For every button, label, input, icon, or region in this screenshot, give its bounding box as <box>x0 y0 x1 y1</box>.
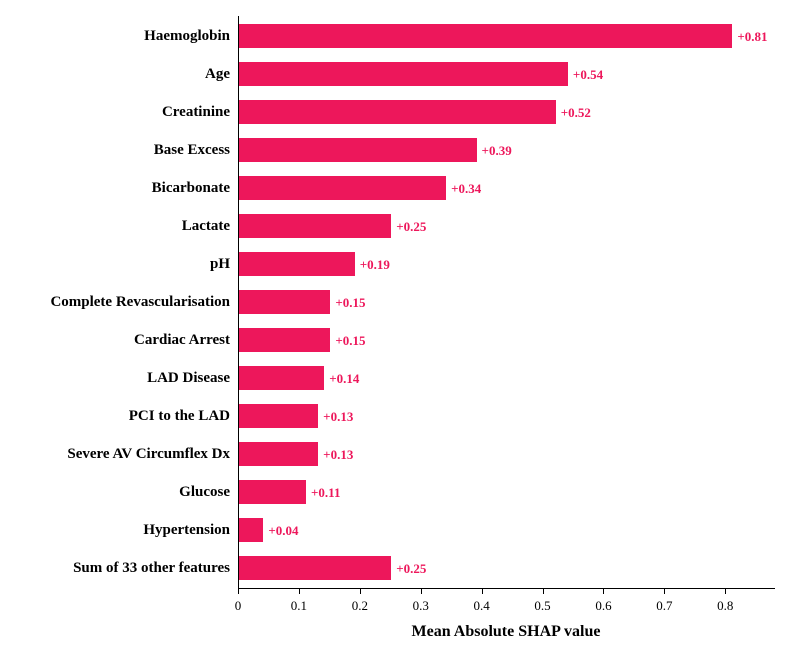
bar <box>239 62 568 86</box>
bar-value-label: +0.15 <box>335 295 365 311</box>
x-tick-label: 0 <box>235 598 242 614</box>
x-tick-label: 0.7 <box>656 598 672 614</box>
bar <box>239 328 330 352</box>
bar-value-label: +0.39 <box>482 143 512 159</box>
x-axis-title: Mean Absolute SHAP value <box>412 623 601 641</box>
bar-label: Complete Revascularisation <box>50 294 230 311</box>
bar-label: LAD Disease <box>147 370 230 387</box>
bar <box>239 24 732 48</box>
bar-value-label: +0.54 <box>573 67 603 83</box>
x-tick-label: 0.1 <box>291 598 307 614</box>
bar-label: Creatinine <box>162 104 230 121</box>
x-tick <box>543 588 544 594</box>
bar <box>239 138 477 162</box>
bar <box>239 404 318 428</box>
x-tick-label: 0.5 <box>534 598 550 614</box>
x-tick <box>725 588 726 594</box>
bar-value-label: +0.13 <box>323 409 353 425</box>
bar-value-label: +0.25 <box>396 561 426 577</box>
bar-value-label: +0.52 <box>561 105 591 121</box>
bar <box>239 214 391 238</box>
x-tick-label: 0.4 <box>474 598 490 614</box>
x-tick-label: 0.2 <box>352 598 368 614</box>
bar-value-label: +0.81 <box>737 29 767 45</box>
x-tick-label: 0.6 <box>595 598 611 614</box>
x-tick <box>299 588 300 594</box>
x-tick <box>482 588 483 594</box>
bar-label: Severe AV Circumflex Dx <box>67 446 230 463</box>
bar-label: Lactate <box>182 218 230 235</box>
bar-label: Base Excess <box>154 142 230 159</box>
bar-label: Glucose <box>179 484 230 501</box>
bar <box>239 518 263 542</box>
bar-label: PCI to the LAD <box>129 408 230 425</box>
bar-value-label: +0.34 <box>451 181 481 197</box>
x-tick <box>238 588 239 594</box>
bar-value-label: +0.14 <box>329 371 359 387</box>
bar-label: Haemoglobin <box>144 28 230 45</box>
bar <box>239 480 306 504</box>
bar <box>239 252 355 276</box>
bar <box>239 556 391 580</box>
bar <box>239 366 324 390</box>
x-tick-label: 0.3 <box>413 598 429 614</box>
x-tick-label: 0.8 <box>717 598 733 614</box>
x-tick <box>664 588 665 594</box>
bar-label: Age <box>205 66 230 83</box>
bar <box>239 442 318 466</box>
x-tick <box>360 588 361 594</box>
bar-label: pH <box>210 256 230 273</box>
bar-value-label: +0.15 <box>335 333 365 349</box>
bar-value-label: +0.13 <box>323 447 353 463</box>
shap-bar-chart: Mean Absolute SHAP value Haemoglobin +0.8… <box>0 0 800 661</box>
bar-value-label: +0.04 <box>268 523 298 539</box>
x-tick <box>603 588 604 594</box>
x-tick <box>421 588 422 594</box>
bar-label: Cardiac Arrest <box>134 332 230 349</box>
bar-label: Hypertension <box>143 522 230 539</box>
bar-value-label: +0.11 <box>311 485 340 501</box>
bar <box>239 100 556 124</box>
plot-area <box>238 16 775 589</box>
bar <box>239 290 330 314</box>
bar-label: Sum of 33 other features <box>73 560 230 577</box>
bar <box>239 176 446 200</box>
bar-label: Bicarbonate <box>152 180 230 197</box>
bar-value-label: +0.25 <box>396 219 426 235</box>
bar-value-label: +0.19 <box>360 257 390 273</box>
